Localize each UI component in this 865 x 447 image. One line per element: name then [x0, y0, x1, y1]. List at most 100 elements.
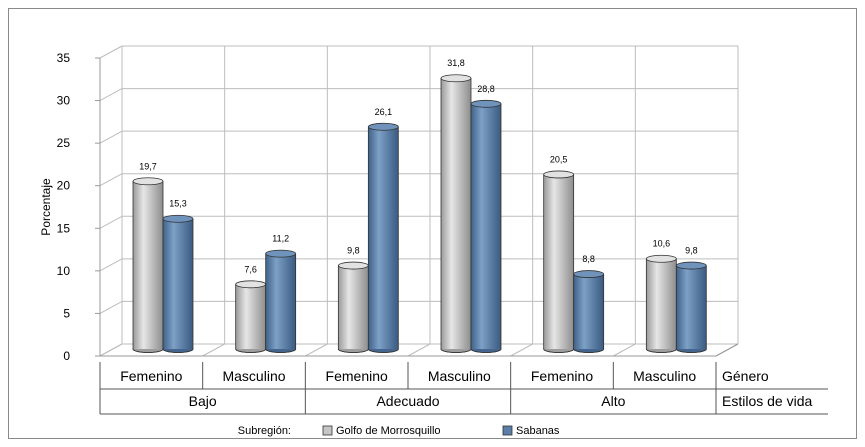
floor-edge	[715, 343, 739, 357]
bar-body	[646, 258, 677, 349]
bar-top	[675, 261, 707, 270]
floor-divider	[99, 343, 123, 357]
bar-top	[235, 280, 267, 289]
y-axis: 0 5 10 15 20 25 30 35 Porcentaje	[39, 51, 739, 363]
bar-body	[676, 265, 707, 349]
bar	[337, 261, 369, 353]
bar	[162, 214, 194, 353]
x-tick-label: Masculino	[222, 368, 285, 384]
data-label: 9,8	[347, 246, 360, 256]
bar-top	[265, 249, 297, 258]
bar-top	[132, 177, 164, 186]
data-label: 28,8	[477, 84, 495, 94]
floor-divider	[613, 343, 636, 357]
gridline-side	[99, 45, 123, 59]
data-labels: 19,7 15,3 7,6 11,2 9,8 26,1 31,8 28,8 20,5 8,8 10,…	[139, 58, 697, 274]
gridline-side	[99, 258, 123, 272]
y-tick-label: 0	[63, 349, 70, 363]
x-tick-label: Femenino	[531, 368, 593, 384]
bar	[440, 74, 472, 353]
x-tick-label: Femenino	[120, 368, 182, 384]
legend: Subregión: Golfo de Morrosquillo Sabanas	[238, 425, 560, 437]
group-label: Alto	[601, 393, 625, 409]
bar-outline	[645, 258, 677, 353]
y-axis-title: Porcentaje	[39, 178, 53, 236]
data-label: 26,1	[375, 107, 393, 117]
x-tick-label: Masculino	[633, 368, 696, 384]
gridline-side	[99, 88, 123, 102]
y-tick-label: 5	[63, 306, 70, 320]
gridline-side	[99, 215, 123, 229]
bar-outline	[470, 103, 502, 353]
bars	[132, 74, 707, 353]
row-label-genero: Género	[722, 368, 769, 384]
bar-outline	[235, 284, 267, 353]
legend-swatch	[322, 425, 333, 436]
data-label: 19,7	[139, 161, 157, 171]
bar-outline	[573, 274, 605, 353]
bar-top	[440, 74, 472, 83]
data-label: 11,2	[272, 234, 289, 244]
data-label: 31,8	[447, 58, 465, 68]
gridline-side	[99, 130, 123, 144]
legend-item-label: Golfo de Morrosquillo	[336, 425, 441, 437]
bar-outline	[440, 78, 472, 353]
bar-body	[133, 181, 163, 349]
bar-top	[367, 122, 399, 131]
bar-top	[645, 254, 677, 263]
bar-outline	[337, 265, 369, 353]
bar	[543, 170, 575, 353]
bar	[132, 177, 164, 353]
bar	[265, 249, 297, 353]
legend-item-label: Sabanas	[516, 425, 560, 437]
y-tick-label: 15	[57, 221, 71, 235]
group-label: Bajo	[189, 393, 217, 409]
bar-outline	[265, 253, 297, 353]
data-label: 7,6	[244, 264, 257, 274]
category-table: Femenino Masculino Femenino Masculino Femeni…	[99, 362, 828, 415]
bar-top	[573, 270, 605, 278]
bar	[235, 280, 267, 353]
data-label: 15,3	[169, 199, 187, 209]
bar-body	[265, 253, 296, 349]
floor-divider	[510, 343, 533, 357]
bar-outline	[367, 126, 399, 353]
bar	[470, 99, 502, 353]
bar-body	[368, 126, 399, 349]
y-tick-label: 10	[57, 264, 71, 278]
floor-divider	[305, 343, 328, 357]
bar-body	[441, 78, 471, 349]
floor-divider	[407, 343, 431, 357]
y-tick-label: 35	[57, 51, 71, 65]
group-label: Adecuado	[376, 393, 439, 409]
bar-body	[163, 218, 193, 349]
bar-outline	[675, 265, 707, 353]
bar-top	[337, 261, 369, 270]
legend-swatch	[502, 425, 513, 436]
row-label-estilos: Estilos de vida	[722, 393, 812, 409]
bar-body	[543, 174, 574, 349]
data-label: 20,5	[550, 154, 568, 164]
gridline-side	[99, 300, 123, 314]
data-label: 8,8	[582, 254, 595, 264]
floor-divider	[202, 343, 225, 357]
bar-body	[471, 103, 501, 349]
bar-top	[470, 99, 502, 108]
legend-title: Subregión:	[238, 425, 291, 437]
bar-body	[235, 284, 266, 349]
y-tick-label: 25	[57, 136, 71, 150]
y-tick-label: 20	[57, 179, 71, 193]
bar	[573, 270, 605, 353]
bar	[645, 254, 677, 353]
x-tick-label: Masculino	[428, 368, 491, 384]
grid	[99, 45, 739, 357]
bar-outline	[162, 218, 194, 353]
bar-outline	[132, 181, 164, 353]
gridline-side	[99, 173, 123, 187]
x-tick-label: Femenino	[326, 368, 388, 384]
bar-body	[573, 274, 604, 349]
bar	[367, 122, 399, 353]
bar-outline	[543, 174, 575, 353]
bar	[675, 261, 707, 353]
